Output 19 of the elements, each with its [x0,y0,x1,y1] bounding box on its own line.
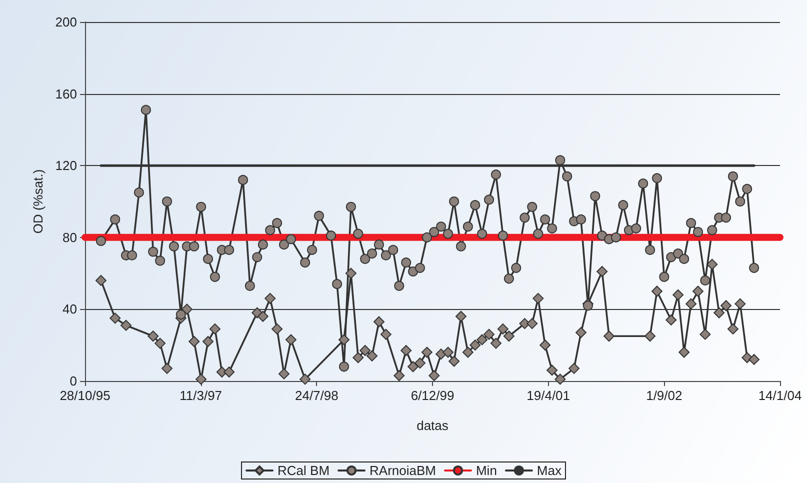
x-tick-label: 19/4/01 [526,388,570,403]
x-tick-label: 11/3/97 [180,388,222,403]
legend-label: Max [536,463,562,478]
y-tick-label: 0 [70,374,77,388]
x-tick-label: 6/12/99 [410,388,454,403]
y-tick-label: 80 [62,230,77,245]
y-tick-label: 120 [55,158,77,174]
legend-label: Min [476,463,497,478]
x-tick-label: 1/9/02 [646,388,682,403]
y-axis-title: OD (%sat.) [30,169,46,234]
x-tick-label: 14/1/04 [758,388,802,403]
x-tick-label: 28/10/95 [60,388,110,403]
y-tick-label: 40 [62,302,77,317]
y-tick-label: 200 [55,14,77,30]
x-axis-title: datas [416,418,449,433]
legend-label: RCal BM [278,463,330,478]
legend-label: RArnoiaBM [370,463,436,478]
x-tick-label: 24/7/98 [294,388,338,403]
y-tick-label: 160 [55,86,77,102]
